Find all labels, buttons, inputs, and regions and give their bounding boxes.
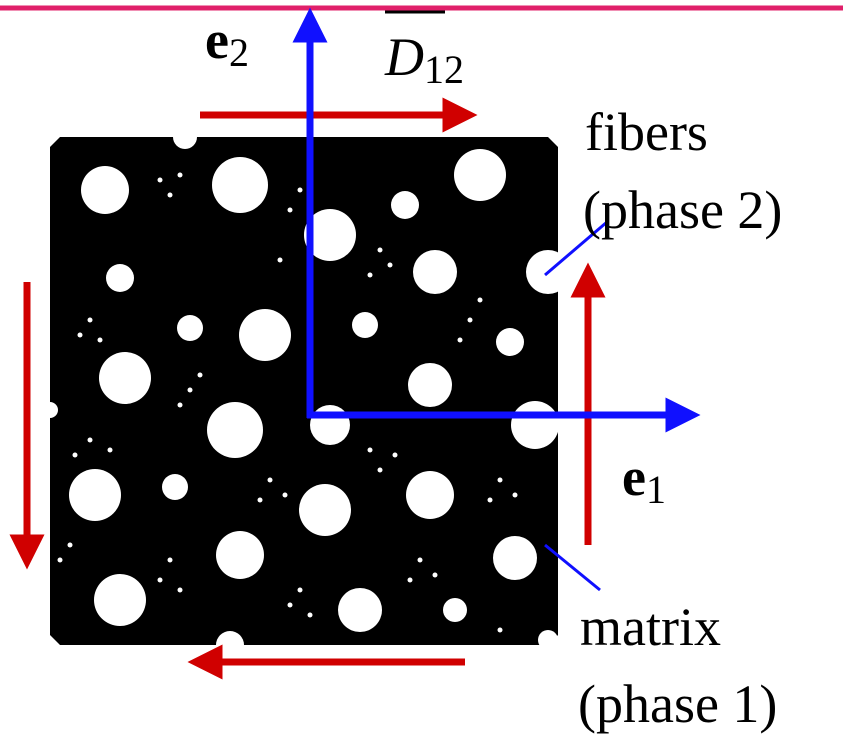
effective-property-label: D12 bbox=[384, 27, 464, 92]
fibers-phase: (phase 2) bbox=[583, 180, 782, 240]
axis-2-label: e2 bbox=[205, 10, 249, 75]
axis-1-label: e1 bbox=[622, 447, 666, 512]
matrix-phase: (phase 1) bbox=[578, 674, 777, 734]
fibers-label: fibers bbox=[585, 102, 708, 162]
microstructure bbox=[42, 125, 570, 659]
diagram: e2 D12 fibers (phase 2) e1 matrix (phase… bbox=[0, 0, 843, 738]
matrix-label: matrix bbox=[580, 597, 721, 657]
